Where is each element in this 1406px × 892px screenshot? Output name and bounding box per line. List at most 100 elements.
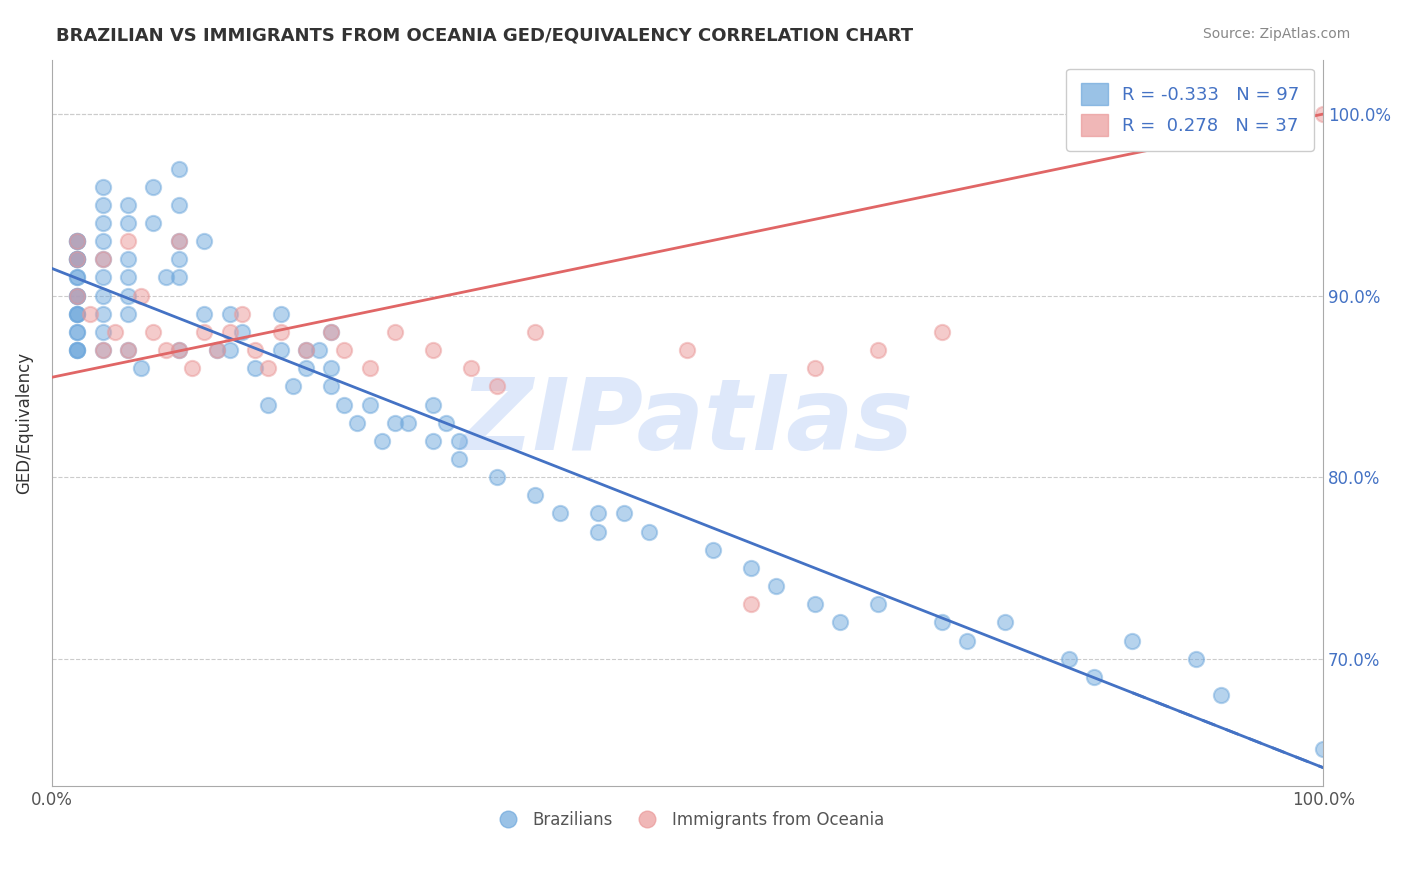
Point <box>828 615 851 630</box>
Point <box>180 361 202 376</box>
Point <box>66 270 89 285</box>
Point <box>803 597 825 611</box>
Point <box>193 234 215 248</box>
Point <box>1312 107 1334 121</box>
Point <box>155 270 177 285</box>
Point <box>205 343 228 357</box>
Point <box>613 507 636 521</box>
Point <box>66 325 89 339</box>
Text: BRAZILIAN VS IMMIGRANTS FROM OCEANIA GED/EQUIVALENCY CORRELATION CHART: BRAZILIAN VS IMMIGRANTS FROM OCEANIA GED… <box>56 27 914 45</box>
Point <box>1211 688 1233 702</box>
Point <box>117 234 139 248</box>
Point <box>91 343 114 357</box>
Point <box>117 270 139 285</box>
Point <box>588 524 610 539</box>
Point <box>321 325 343 339</box>
Point <box>66 234 89 248</box>
Point <box>333 398 356 412</box>
Point <box>66 307 89 321</box>
Point <box>270 307 292 321</box>
Point <box>740 597 762 611</box>
Point <box>422 343 444 357</box>
Point <box>66 288 89 302</box>
Point <box>66 252 89 267</box>
Point <box>1083 670 1105 684</box>
Point <box>66 343 89 357</box>
Point <box>167 343 190 357</box>
Point <box>167 161 190 176</box>
Point <box>66 234 89 248</box>
Point <box>257 398 280 412</box>
Point <box>243 361 266 376</box>
Point <box>117 252 139 267</box>
Point <box>295 343 318 357</box>
Point <box>91 270 114 285</box>
Text: ZIPatlas: ZIPatlas <box>461 374 914 471</box>
Y-axis label: GED/Equivalency: GED/Equivalency <box>15 351 32 494</box>
Point <box>333 343 356 357</box>
Point <box>91 325 114 339</box>
Point <box>129 361 152 376</box>
Point <box>931 615 953 630</box>
Point <box>218 307 240 321</box>
Point <box>167 234 190 248</box>
Point <box>91 198 114 212</box>
Point <box>346 416 368 430</box>
Point <box>384 325 406 339</box>
Point <box>66 343 89 357</box>
Point <box>91 179 114 194</box>
Point <box>167 252 190 267</box>
Point <box>321 379 343 393</box>
Point <box>447 434 470 448</box>
Point <box>638 524 661 539</box>
Legend: Brazilians, Immigrants from Oceania: Brazilians, Immigrants from Oceania <box>485 805 890 836</box>
Point <box>129 288 152 302</box>
Point <box>66 307 89 321</box>
Point <box>588 507 610 521</box>
Point <box>218 325 240 339</box>
Point <box>66 252 89 267</box>
Point <box>803 361 825 376</box>
Point <box>359 398 381 412</box>
Point <box>117 216 139 230</box>
Point <box>142 179 165 194</box>
Point <box>956 633 979 648</box>
Point <box>295 361 318 376</box>
Point <box>167 270 190 285</box>
Point <box>270 343 292 357</box>
Text: Source: ZipAtlas.com: Source: ZipAtlas.com <box>1202 27 1350 41</box>
Point <box>740 561 762 575</box>
Point <box>447 452 470 467</box>
Point <box>117 343 139 357</box>
Point <box>117 307 139 321</box>
Point <box>193 325 215 339</box>
Point <box>371 434 394 448</box>
Point <box>104 325 127 339</box>
Point <box>91 252 114 267</box>
Point <box>257 361 280 376</box>
Point <box>66 343 89 357</box>
Point <box>66 325 89 339</box>
Point <box>283 379 305 393</box>
Point <box>66 234 89 248</box>
Point <box>117 343 139 357</box>
Point <box>359 361 381 376</box>
Point <box>384 416 406 430</box>
Point <box>218 343 240 357</box>
Point <box>702 542 724 557</box>
Point <box>66 288 89 302</box>
Point <box>295 343 318 357</box>
Point <box>231 325 253 339</box>
Point <box>422 398 444 412</box>
Point <box>66 252 89 267</box>
Point <box>91 216 114 230</box>
Point <box>193 307 215 321</box>
Point <box>66 270 89 285</box>
Point <box>243 343 266 357</box>
Point <box>321 361 343 376</box>
Point <box>523 488 546 502</box>
Point <box>868 343 890 357</box>
Point <box>66 288 89 302</box>
Point <box>676 343 699 357</box>
Point <box>91 343 114 357</box>
